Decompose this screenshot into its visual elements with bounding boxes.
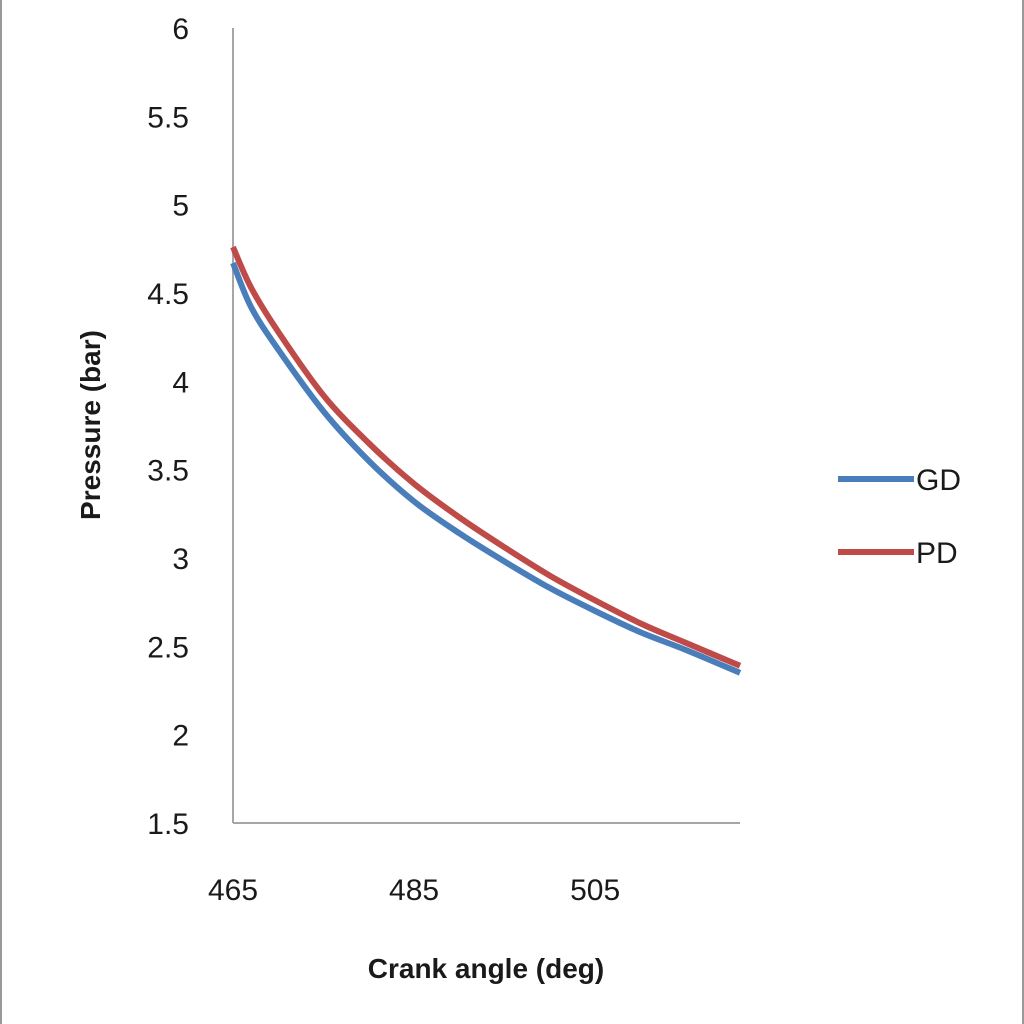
series-lines: [230, 245, 742, 676]
x-tick-label: 505: [570, 874, 620, 907]
y-tick-label: 6: [172, 13, 189, 46]
x-tick-label: 465: [208, 874, 258, 907]
y-tick-label: 5: [172, 190, 189, 223]
y-tick-label: 1.5: [147, 808, 189, 841]
y-axis-title: Pressure (bar): [75, 330, 106, 520]
series-line-pd: [230, 245, 742, 669]
x-tick-label: 485: [389, 874, 439, 907]
x-tick-labels: 465 485 505: [208, 874, 620, 907]
axes: [232, 28, 740, 824]
y-tick-labels: 1.5 2 2.5 3 3.5 4 4.5 5 5.5 6: [147, 13, 189, 841]
y-tick-label: 2: [172, 720, 189, 753]
legend-label-pd: PD: [916, 537, 958, 570]
y-tick-label: 5.5: [147, 101, 189, 134]
y-tick-label: 2.5: [147, 631, 189, 664]
x-axis-title: Crank angle (deg): [368, 953, 604, 984]
legend-label-gd: GD: [916, 464, 961, 497]
legend: GD PD: [838, 464, 961, 570]
y-tick-label: 4.5: [147, 278, 189, 311]
series-line-gd: [230, 261, 742, 676]
y-tick-label: 3: [172, 543, 189, 576]
y-tick-label: 4: [172, 366, 189, 399]
y-tick-label: 3.5: [147, 455, 189, 488]
